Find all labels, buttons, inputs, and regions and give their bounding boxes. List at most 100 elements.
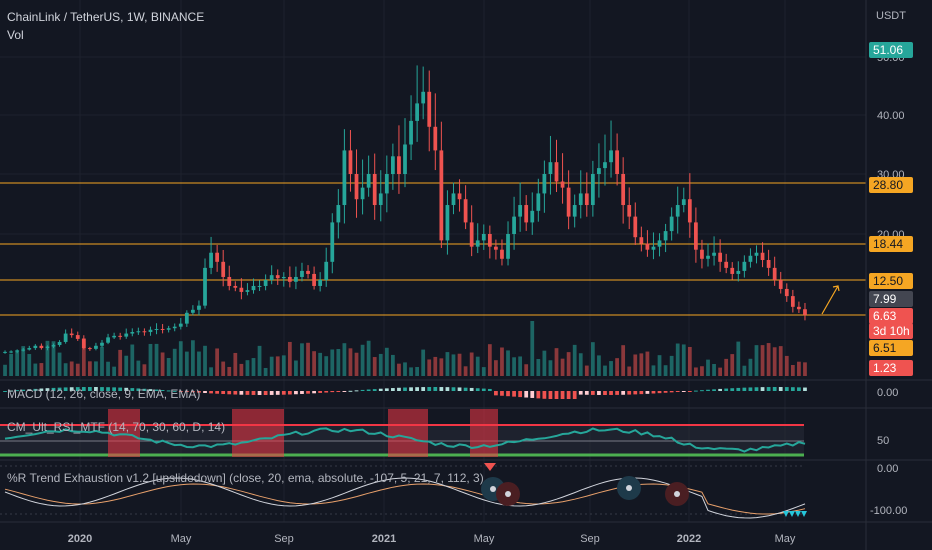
macd-bar xyxy=(336,391,341,392)
volume-bar xyxy=(257,345,262,376)
macd-bar xyxy=(590,391,595,395)
candle-body xyxy=(227,276,232,286)
macd-bar xyxy=(142,388,147,391)
volume-bar xyxy=(663,365,668,376)
volume-bar xyxy=(597,355,601,376)
macd-bar xyxy=(603,391,607,395)
macd-bar xyxy=(275,391,280,395)
macd-bar xyxy=(627,391,632,395)
volume-bar xyxy=(281,355,286,376)
macd-bar xyxy=(378,388,383,391)
volume-bar xyxy=(706,359,710,376)
volume-bar xyxy=(500,347,504,376)
macd-bar xyxy=(184,391,189,392)
macd-bar xyxy=(312,391,316,394)
candle-body xyxy=(657,240,662,247)
macd-bar xyxy=(712,389,716,391)
macd-bar xyxy=(718,388,723,391)
macd-bar xyxy=(706,389,710,391)
macd-bar xyxy=(584,391,589,395)
candle-body xyxy=(3,351,7,353)
volume-bar xyxy=(560,358,565,376)
candle-body xyxy=(748,255,753,262)
candle-body xyxy=(197,305,201,310)
macd-bar xyxy=(700,390,704,392)
volume-bar xyxy=(645,351,650,376)
macd-bar xyxy=(663,391,668,393)
macd-bar xyxy=(518,391,523,398)
candle-body xyxy=(433,126,438,151)
macd-bar xyxy=(645,391,650,394)
volume-bar xyxy=(524,364,529,376)
volume-bar xyxy=(681,344,686,376)
macd-bar xyxy=(33,388,38,391)
macd-bar xyxy=(21,389,26,391)
symbol-title: ChainLink / TetherUS, 1W, BINANCE xyxy=(7,10,205,24)
candle-body xyxy=(621,174,626,206)
macd-bar xyxy=(597,391,601,395)
macd-bar xyxy=(15,390,20,392)
macd-bar xyxy=(724,388,729,391)
candle-body xyxy=(415,103,419,121)
candle-body xyxy=(724,261,729,268)
candle-body xyxy=(512,216,516,234)
volume-bar xyxy=(548,360,553,376)
candle-body xyxy=(245,290,250,292)
volume-bar xyxy=(790,365,795,376)
volume-bar xyxy=(33,363,38,376)
rsi-overbought-zone xyxy=(108,409,140,457)
candle-body xyxy=(221,261,226,277)
macd-bar xyxy=(300,391,304,394)
candle-body xyxy=(421,91,426,104)
volume-bars xyxy=(3,320,807,376)
candle-body xyxy=(566,187,571,217)
volume-bar xyxy=(81,338,86,376)
macd-histogram xyxy=(3,387,807,399)
rsi-line xyxy=(4,427,806,453)
exhaustion-dot xyxy=(674,491,680,497)
candle-body xyxy=(760,252,765,260)
volume-bar xyxy=(312,351,316,376)
volume-bar xyxy=(3,364,7,376)
macd-bar xyxy=(69,387,74,391)
macd-bar xyxy=(294,391,298,395)
candle-body xyxy=(663,231,668,241)
time-label: 2022 xyxy=(677,533,701,545)
candle-body xyxy=(603,162,607,169)
macd-bar xyxy=(403,387,407,391)
macd-bar xyxy=(797,387,801,391)
volume-bar xyxy=(675,343,680,376)
candle-body xyxy=(700,249,704,259)
candle-body xyxy=(287,276,292,282)
volume-bar xyxy=(203,345,207,376)
time-label: 2021 xyxy=(372,533,396,545)
macd-bar xyxy=(372,389,377,391)
last-price-badge: 6.63 xyxy=(869,308,913,324)
macd-bar xyxy=(760,387,765,391)
exhaustion-dot xyxy=(505,491,511,497)
macd-bar xyxy=(530,391,535,398)
macd-bar xyxy=(681,391,686,392)
volume-bar xyxy=(712,363,716,376)
candle-body xyxy=(27,348,32,350)
candle-body xyxy=(397,156,401,174)
volume-bar xyxy=(160,352,165,376)
candle-body xyxy=(281,276,286,279)
candle-body xyxy=(391,156,395,174)
currency-label: USDT xyxy=(876,10,906,22)
volume-bar xyxy=(421,349,426,376)
volume-bar xyxy=(378,353,383,376)
macd-bar xyxy=(554,391,559,399)
rsi-overbought-zone xyxy=(388,409,428,457)
candle-body xyxy=(81,338,86,349)
volume-bar xyxy=(518,356,523,376)
macd-bar xyxy=(566,391,571,399)
candle-body xyxy=(633,216,638,238)
candle-body xyxy=(506,234,510,259)
exhaustion-dot xyxy=(490,486,496,492)
macd-bar xyxy=(790,387,795,391)
candle-body xyxy=(106,337,110,343)
volume-bar xyxy=(154,343,159,376)
